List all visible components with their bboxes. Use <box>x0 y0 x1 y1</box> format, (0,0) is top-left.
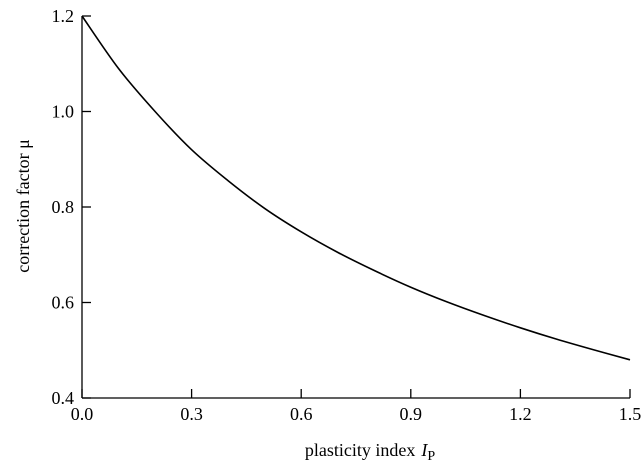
y-tick-label: 1.0 <box>52 102 75 122</box>
x-axis-title: plasticity index IP <box>305 440 435 464</box>
x-tick-label: 0.3 <box>180 404 203 424</box>
x-tick-label: 1.5 <box>619 404 642 424</box>
y-tick-label: 1.2 <box>52 6 75 26</box>
plot-area <box>81 16 630 399</box>
series-layer <box>81 15 631 361</box>
x-axis-ticks: 0.0 0.3 0.6 0.9 1.2 1.5 <box>71 389 642 424</box>
series-line <box>81 15 631 361</box>
x-axis-title-text: plasticity index <box>305 440 415 460</box>
y-axis-title: correction factor μ <box>13 139 33 273</box>
x-tick-label: 0.6 <box>290 404 313 424</box>
y-axis-ticks: 0.4 0.6 0.8 1.0 1.2 <box>52 6 91 408</box>
y-tick-label: 0.6 <box>52 293 75 313</box>
y-tick-label: 0.4 <box>52 388 75 408</box>
x-tick-label: 0.9 <box>400 404 423 424</box>
x-tick-label: 0.0 <box>71 404 94 424</box>
x-tick-label: 1.2 <box>509 404 532 424</box>
y-tick-label: 0.8 <box>52 197 75 217</box>
x-axis-title-symbol: I <box>420 440 428 460</box>
x-axis-title-subscript: P <box>427 449 435 464</box>
